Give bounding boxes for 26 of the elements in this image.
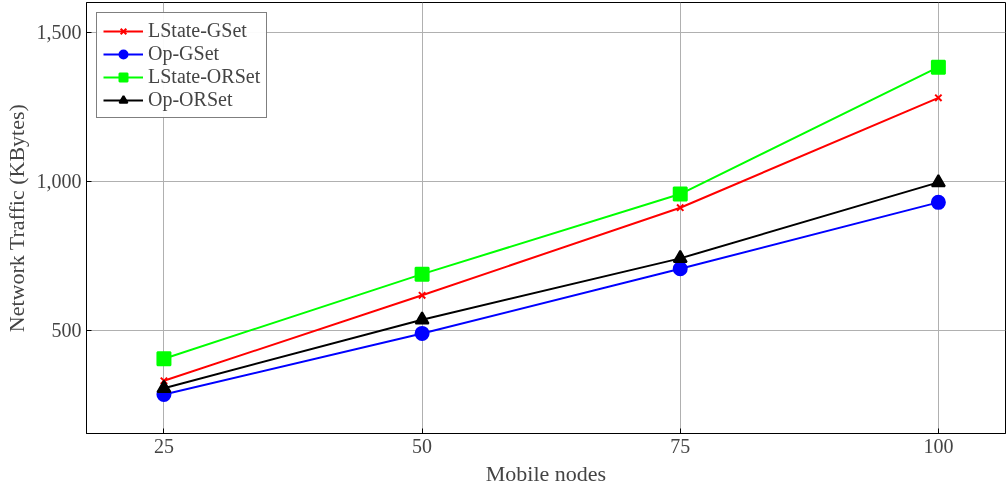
point [159,376,169,385]
point [930,194,946,210]
point [930,59,946,75]
point [414,311,430,325]
point [156,379,172,393]
point [672,261,688,277]
legend-label: LState-ORSet [148,65,261,88]
point [930,173,946,188]
x-tick-label: 100 [923,434,954,457]
x-tick-label: 25 [153,434,174,457]
point [417,291,427,300]
x-tick-label: 75 [670,434,691,457]
point [672,249,688,264]
legend-label: Op-GSet [148,42,220,65]
point [672,186,688,202]
y-tick-label: 500 [51,319,82,342]
point [156,351,172,367]
x-axis-title: Mobile nodes [485,460,607,486]
point [414,325,430,341]
legend-label: Op-ORSet [148,88,233,111]
legend-label: LState-GSet [148,19,247,42]
y-tick-label: 1,500 [36,21,82,44]
y-tick-label: 1,000 [36,170,82,193]
x-tick-label: 50 [412,434,433,457]
y-axis-title: Network Traffic (KBytes) [3,104,29,333]
point [414,266,430,282]
